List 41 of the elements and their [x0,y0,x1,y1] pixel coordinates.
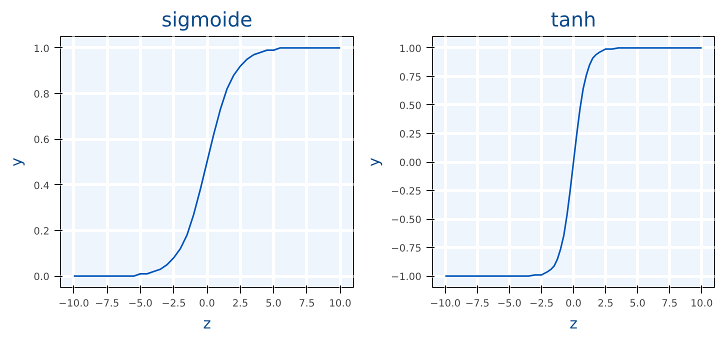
x-tick-label: −10.0 [58,298,90,310]
y-tick-label: −1.00 [390,272,422,284]
y-tick-label: −0.25 [390,186,422,198]
y-tick-label: 0.2 [34,226,50,238]
x-axis-title: z [203,314,212,332]
chart-title: sigmoide [162,8,252,32]
y-tick-label: −0.50 [390,215,422,226]
y-axis-title: y [364,157,383,166]
y-tick-label: 0.75 [399,72,422,84]
y-tick-label: 0.25 [399,129,422,140]
x-tick-label: −5.0 [497,298,522,310]
x-tick-label: 5.0 [266,298,282,310]
y-tick-label: 0.0 [34,272,50,284]
chart-title: tanh [550,8,596,32]
x-tick-label: 2.5 [598,298,614,310]
line-series [444,47,702,277]
y-tick-label: 0.50 [399,100,422,112]
x-tick-label: −2.5 [529,298,554,310]
y-axis-title: y [8,157,26,166]
y-tick-label: 1.0 [34,44,50,55]
y-tick-label: 0.4 [34,180,50,192]
x-tick-label: −10.0 [430,298,461,310]
x-tick-label: −7.5 [465,298,490,310]
x-tick-label: 7.5 [662,298,678,310]
x-tick-label: −5.0 [128,298,153,310]
y-tick-label: 0.8 [34,90,50,101]
x-tick-label: 0.0 [566,298,582,310]
x-tick-label: 0.0 [199,298,215,310]
x-tick-label: −2.5 [162,298,186,310]
y-tick-label: 1.00 [399,44,422,55]
x-axis-title: z [570,314,578,332]
line-series [73,47,341,277]
x-tick-label: 7.5 [298,298,315,310]
y-tick-label: −0.75 [390,244,422,255]
x-tick-label: 5.0 [630,298,646,310]
y-tick-label: 0.00 [399,158,422,169]
x-tick-label: 10.0 [690,298,713,310]
x-tick-label: 2.5 [232,298,248,310]
x-tick-label: 10.0 [329,298,352,310]
x-tick-label: −7.5 [94,298,120,310]
y-tick-label: 0.6 [34,135,50,146]
